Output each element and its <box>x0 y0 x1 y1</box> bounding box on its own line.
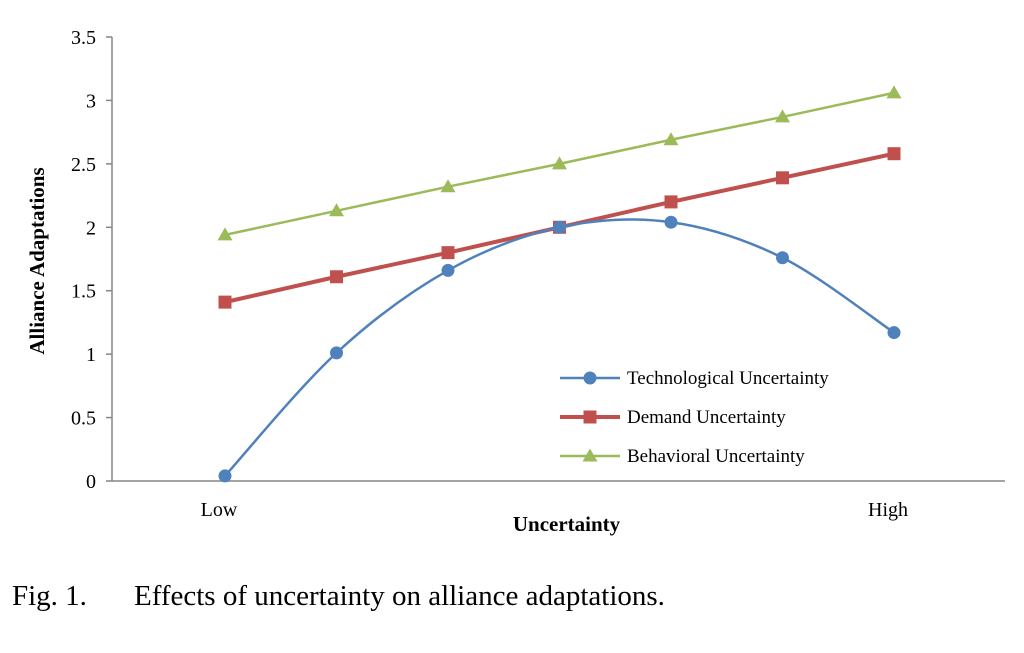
line-chart: 0 0.5 1 1.5 2 2.5 3 3.5 Low High Technological Un… <box>25 27 1005 536</box>
data-point <box>218 295 232 309</box>
legend-item: Behavioral Uncertainty <box>560 446 805 467</box>
data-point <box>552 156 567 170</box>
legend-label: Technological Uncertainty <box>627 368 829 389</box>
data-point <box>886 85 902 99</box>
data-point <box>217 227 233 241</box>
legend-swatch-marker <box>582 448 598 462</box>
x-tick-label: Low <box>201 499 238 521</box>
y-tick-label: 3.5 <box>71 27 96 49</box>
figure-caption-text: Effects of uncertainty on alliance adapt… <box>134 580 665 612</box>
data-point <box>441 263 455 277</box>
data-point <box>330 270 343 284</box>
legend-label: Behavioral Uncertainty <box>627 446 805 467</box>
data-point <box>887 326 901 340</box>
series-behavioral-uncertainty <box>217 85 902 241</box>
x-tick-label: High <box>868 499 908 521</box>
series-technological-uncertainty <box>218 215 901 483</box>
data-point <box>441 246 455 260</box>
y-tick-label: 0 <box>86 471 96 493</box>
y-tick-label: 2 <box>86 217 96 239</box>
data-point <box>329 203 344 217</box>
chart-axes: 0 0.5 1 1.5 2 2.5 3 3.5 Low High <box>71 27 1005 521</box>
legend-item: Technological Uncertainty <box>560 368 829 389</box>
y-tick-label: 1.5 <box>71 281 96 303</box>
series-line <box>224 218 895 477</box>
data-point <box>663 132 679 146</box>
data-point <box>218 469 232 483</box>
y-tick-label: 3 <box>86 90 96 112</box>
series-layer <box>217 85 902 483</box>
data-point <box>664 215 678 229</box>
chart-legend: Technological Uncertainty Demand Uncertai… <box>560 368 829 467</box>
y-tick-label: 2.5 <box>71 154 96 176</box>
legend-label: Demand Uncertainty <box>627 407 786 428</box>
x-axis-title: Uncertainty <box>513 512 621 536</box>
y-tick-label: 0.5 <box>71 408 96 430</box>
figure-caption: Fig. 1. Effects of uncertainty on allianc… <box>12 580 665 613</box>
legend-item: Demand Uncertainty <box>560 407 786 428</box>
data-point <box>664 195 678 209</box>
legend-swatch-marker <box>583 371 597 385</box>
data-point <box>330 346 343 360</box>
legend-swatch-marker <box>583 410 597 424</box>
data-point <box>440 179 456 193</box>
data-point <box>776 251 789 265</box>
data-point <box>775 109 790 123</box>
data-point <box>776 171 789 185</box>
figure-number: Fig. 1. <box>12 580 87 612</box>
y-axis-title: Alliance Adaptations <box>25 167 49 354</box>
data-point <box>887 147 901 161</box>
y-tick-label: 1 <box>86 344 96 366</box>
data-point <box>553 220 566 234</box>
